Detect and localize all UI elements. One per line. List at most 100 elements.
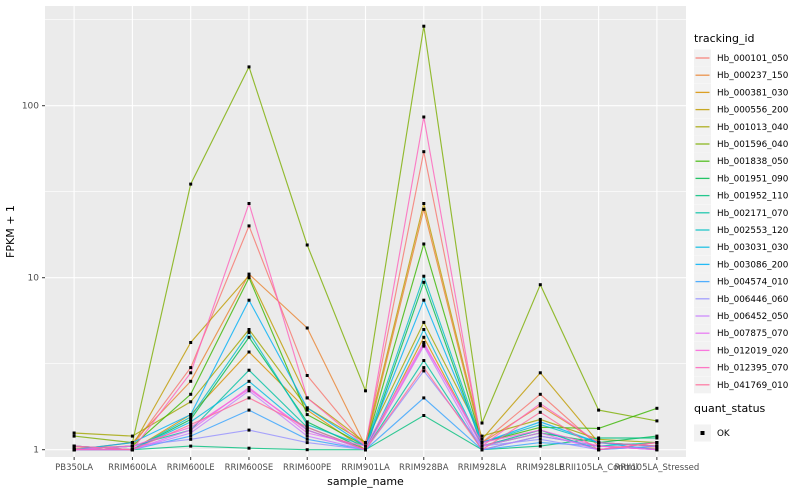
quant-legend-entry[interactable]: OK (694, 424, 730, 442)
legend-entry-Hb_001013_040[interactable]: Hb_001013_040 (694, 118, 789, 136)
data-point (538, 283, 542, 287)
data-point (538, 431, 542, 435)
legend-entry-Hb_002553_120[interactable]: Hb_002553_120 (694, 221, 789, 239)
x-tick-label: RRIM600LE (167, 463, 215, 473)
legend-entry-label: Hb_003086_200 (717, 260, 789, 270)
data-point (305, 326, 309, 330)
data-point (422, 344, 426, 348)
legend-entry-label: Hb_001951_090 (717, 174, 789, 184)
data-point (480, 444, 484, 448)
data-point (305, 441, 309, 445)
data-point (655, 441, 659, 445)
data-point (538, 441, 542, 445)
x-tick-label: RRIM901LA (341, 463, 390, 473)
data-point (247, 408, 251, 412)
data-point (72, 434, 76, 438)
legend-entry-Hb_000556_200[interactable]: Hb_000556_200 (694, 101, 789, 119)
data-point (538, 437, 542, 441)
x-tick-label: RRIM928LA (458, 463, 507, 473)
legend-entry-label: Hb_000237_150 (717, 71, 789, 81)
data-point (480, 434, 484, 438)
data-point (597, 436, 601, 440)
y-tick-label: 1 (33, 446, 39, 456)
legend-entry-label: Hb_001952_110 (717, 192, 789, 202)
data-point (538, 434, 542, 438)
legend-entry-Hb_000237_150[interactable]: Hb_000237_150 (694, 66, 789, 84)
x-tick-label: RRIM600LA (108, 463, 157, 473)
legend-entry-Hb_007875_070[interactable]: Hb_007875_070 (694, 324, 789, 342)
legend-entry-Hb_012395_070[interactable]: Hb_012395_070 (694, 359, 789, 377)
data-point (130, 441, 134, 445)
legend-entry-label: Hb_000556_200 (717, 106, 789, 116)
data-point (538, 420, 542, 424)
data-point (247, 328, 251, 331)
data-point (364, 444, 367, 448)
data-point (422, 207, 426, 211)
data-point (189, 413, 193, 417)
legend-entry-Hb_001838_050[interactable]: Hb_001838_050 (694, 152, 789, 170)
data-point (247, 224, 251, 228)
data-point (422, 202, 426, 205)
data-point (247, 396, 251, 400)
black-square-icon (700, 431, 705, 435)
data-point (247, 368, 251, 372)
legend-entry-Hb_041769_010[interactable]: Hb_041769_010 (694, 376, 789, 394)
legend-entry-Hb_000101_050[interactable]: Hb_000101_050 (694, 49, 789, 67)
data-point (247, 389, 251, 393)
legend-entry-Hb_001952_110[interactable]: Hb_001952_110 (694, 187, 789, 205)
data-point (655, 448, 659, 452)
data-point (305, 413, 309, 417)
legend-entry-Hb_012019_020[interactable]: Hb_012019_020 (694, 341, 789, 359)
legend-entry-Hb_003031_030[interactable]: Hb_003031_030 (694, 238, 789, 256)
legend-entry-Hb_000381_030[interactable]: Hb_000381_030 (694, 83, 789, 101)
legend-entry-label: Hb_012019_020 (717, 346, 789, 356)
quant-legend-label: OK (717, 429, 730, 439)
x-axis-title: sample_name (327, 475, 404, 488)
quant-legend-title: quant_status (694, 402, 766, 415)
legend-entry-Hb_002171_070[interactable]: Hb_002171_070 (694, 204, 789, 222)
data-point (364, 448, 367, 452)
data-point (189, 417, 193, 421)
data-point (130, 444, 134, 448)
legend-entry-label: Hb_004574_010 (717, 278, 789, 288)
data-point (305, 396, 309, 400)
data-point (655, 406, 659, 410)
legend-entry-Hb_004574_010[interactable]: Hb_004574_010 (694, 273, 789, 291)
legend-entry-Hb_006446_060[interactable]: Hb_006446_060 (694, 290, 789, 308)
data-point (422, 24, 426, 28)
data-point (189, 434, 193, 438)
data-point (422, 342, 426, 346)
legend-entry-Hb_001596_040[interactable]: Hb_001596_040 (694, 135, 789, 153)
data-point (247, 274, 251, 277)
y-axis-title: FPKM + 1 (4, 205, 17, 258)
data-point (422, 274, 426, 278)
x-tick-label: RRII105LA_Stressed (614, 463, 699, 473)
data-point (189, 420, 193, 424)
data-point (247, 331, 251, 334)
data-point (422, 335, 426, 339)
data-point (305, 406, 309, 410)
data-point (422, 396, 426, 400)
data-point (538, 423, 542, 427)
data-point (247, 386, 251, 389)
data-point (538, 444, 542, 448)
legend-entry-Hb_006452_050[interactable]: Hb_006452_050 (694, 307, 789, 325)
data-point (422, 298, 426, 302)
data-point (247, 276, 251, 280)
legend-entry-label: Hb_006446_060 (717, 295, 789, 305)
data-point (422, 341, 426, 344)
data-point (422, 369, 426, 373)
data-point (597, 426, 601, 430)
legend-entry-label: Hb_002171_070 (717, 209, 789, 219)
legend-entry-Hb_001951_090[interactable]: Hb_001951_090 (694, 169, 789, 187)
legend-entry-label: Hb_002553_120 (717, 226, 789, 236)
data-point (189, 341, 193, 344)
x-tick-label: RRIM928BA (399, 463, 449, 473)
data-point (189, 366, 193, 370)
data-point (364, 441, 367, 445)
legend-entry-label: Hb_006452_050 (717, 312, 789, 322)
data-point (538, 392, 542, 396)
legend-entry-label: Hb_001596_040 (717, 140, 789, 150)
legend-entry-Hb_003086_200[interactable]: Hb_003086_200 (694, 255, 789, 273)
